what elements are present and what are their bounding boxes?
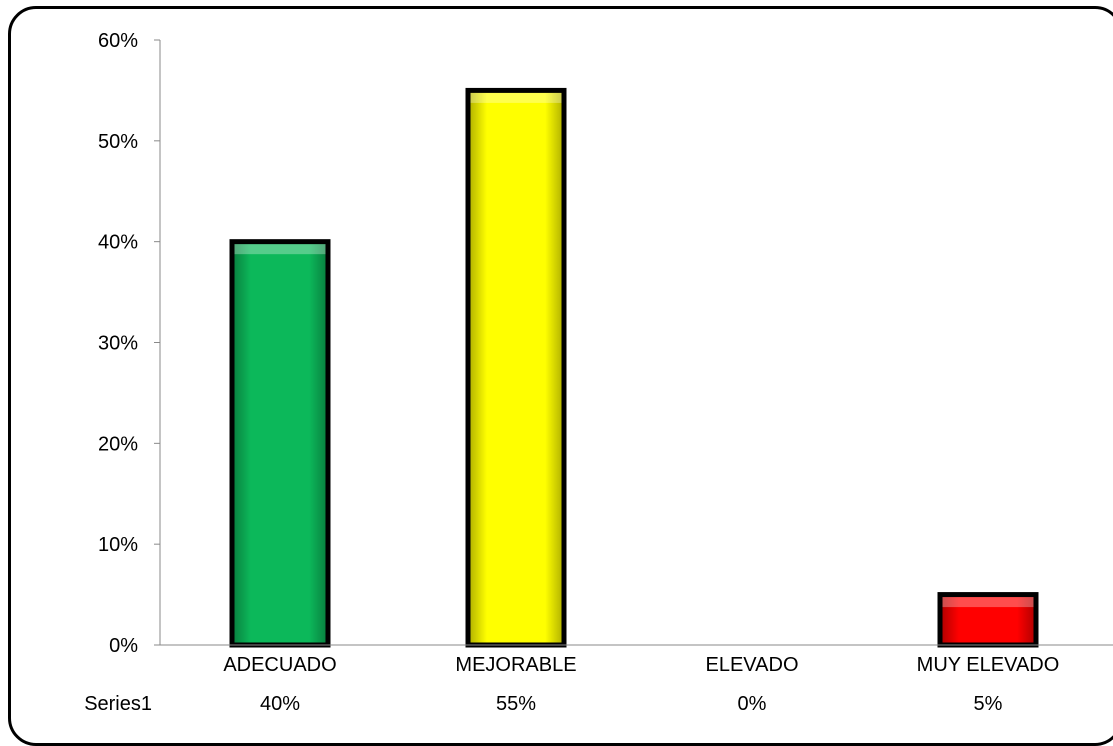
bar — [937, 592, 1039, 648]
x-tick-label: MUY ELEVADO — [917, 654, 1060, 676]
y-axis: 0% 10% 20% 30% 40% 50% 60% — [98, 30, 161, 657]
y-tick-label: 60% — [98, 30, 138, 52]
x-tick-label: MEJORABLE — [455, 654, 576, 676]
bar-bevel — [470, 92, 562, 643]
y-tick-label: 40% — [98, 232, 138, 254]
y-tick-label: 30% — [98, 333, 138, 355]
y-tick-label: 20% — [98, 433, 138, 455]
bar-bevel — [234, 244, 326, 643]
bar-bevel — [942, 597, 1034, 643]
y-tick-label: 0% — [109, 635, 138, 657]
data-table: Series1 40% 55% 0% 5% — [84, 693, 1002, 715]
bar — [465, 87, 567, 648]
bar-highlight — [470, 92, 562, 103]
data-label: 55% — [496, 693, 536, 715]
bars — [229, 87, 1039, 648]
bar-chart: 0% 10% 20% 30% 40% 50% 60% ADECUADO MEJORABLE EL… — [84, 30, 1113, 715]
x-tick-label: ELEVADO — [706, 654, 799, 676]
x-axis: ADECUADO MEJORABLE ELEVADO MUY ELEVADO — [160, 644, 1113, 676]
bar-highlight — [942, 597, 1034, 608]
x-tick-label: ADECUADO — [223, 654, 336, 676]
bar — [229, 239, 331, 648]
data-label: 40% — [260, 693, 300, 715]
y-tick-label: 50% — [98, 131, 138, 153]
bar-highlight — [234, 244, 326, 255]
y-tick-label: 10% — [98, 534, 138, 556]
data-label: 0% — [738, 693, 767, 715]
data-label: 5% — [974, 693, 1003, 715]
series-name: Series1 — [84, 693, 152, 715]
